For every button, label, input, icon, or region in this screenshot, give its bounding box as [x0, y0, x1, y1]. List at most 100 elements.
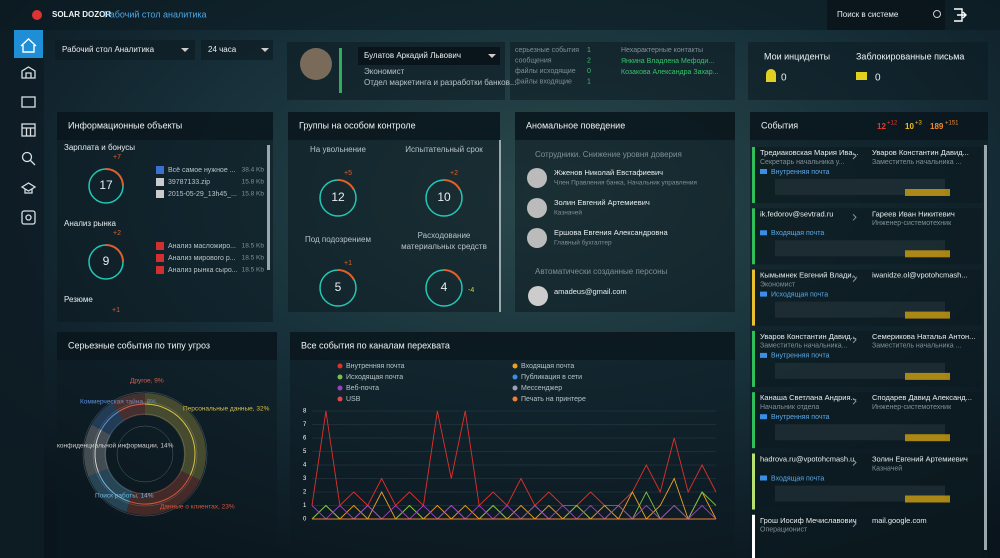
event-from: Уваров Константин Давид... [760, 332, 857, 341]
desktop-select[interactable] [55, 40, 195, 60]
channel-icon [760, 352, 767, 358]
event-channel: Исходящая почта [771, 291, 828, 298]
group-delta: +2 [450, 170, 458, 177]
event-counter: 189 [930, 122, 944, 131]
panel-header [57, 332, 277, 360]
nav-calendar-icon[interactable] [21, 123, 36, 137]
delta-arc [337, 269, 355, 281]
persona-avatar [528, 286, 548, 306]
avatar [300, 48, 332, 80]
file-name: Анализ мирового р... [168, 255, 236, 262]
event-arrow [852, 152, 857, 160]
pie-label: Поиск работы, 14% [95, 492, 154, 500]
pie-segment-edge [100, 411, 119, 431]
channel-icon [760, 230, 767, 236]
pie-segment-edge [98, 472, 130, 503]
delta-arc [337, 179, 355, 191]
pie-ring-guide [104, 413, 186, 495]
incidents-value: 0 [781, 73, 787, 84]
employee-role: Казначей [554, 209, 582, 217]
profile-position: Экономист [364, 67, 405, 76]
employee-photo [527, 168, 547, 188]
brand: SOLAR DOZOR [52, 10, 111, 19]
persona-email: amadeus@gmail.com [554, 287, 627, 296]
event-preview [775, 424, 945, 441]
event-from-role: Экономист [760, 281, 796, 288]
event-from-role: Операционист [760, 527, 808, 534]
file-icon [156, 266, 164, 274]
blocked-value: 0 [875, 73, 881, 84]
event-card[interactable] [752, 514, 982, 558]
stat-label: файлы исходящие [515, 67, 576, 75]
panel-title: Группы на особом контроле [299, 120, 416, 130]
stat-value: 2 [587, 57, 591, 64]
channel-icon [760, 169, 767, 174]
event-from: Канаша Светлана Андрия... [760, 393, 857, 402]
panel [288, 112, 500, 312]
group-name: Резюме [64, 295, 93, 304]
period-select[interactable] [201, 40, 273, 60]
file-size: 18.5 Kb [242, 267, 265, 274]
event-channel: Внутренняя почта [771, 169, 830, 176]
panel-header [288, 112, 500, 140]
nav-home-icon[interactable] [20, 38, 37, 53]
contact: Янкина Владлена Мефоди... [621, 58, 714, 65]
nav-search-icon[interactable] [21, 151, 33, 163]
nav-settings-icon[interactable] [21, 210, 36, 225]
pie-segment-edge [129, 475, 191, 505]
event-counter: 10 [905, 122, 914, 131]
pie-ring-guide [82, 391, 208, 517]
file-icon [156, 178, 164, 186]
period-select-text: 24 часа [208, 45, 237, 54]
employee-role: Член Правления банка, Начальник управлен… [554, 179, 697, 187]
logout-icon[interactable] [954, 8, 967, 22]
file-size: 38.4 Kb [242, 167, 265, 174]
nav-org-icon[interactable] [21, 66, 36, 79]
incidents-label: Мои инциденты [764, 51, 830, 61]
file-name: Всё самое нужное ... [168, 167, 236, 174]
group-count: 5 [335, 280, 342, 294]
event-to: mail.google.com [872, 516, 927, 525]
delta-arc [443, 179, 461, 191]
event-to-role: Инженер-системотехник [872, 404, 952, 411]
employee-name: Ершова Евгения Александровна [554, 228, 669, 237]
event-arrow [852, 275, 857, 282]
panel [748, 42, 988, 100]
y-tick-label: 7 [303, 422, 307, 428]
event-arrow [852, 397, 857, 405]
panel-header [750, 112, 988, 140]
search-icon[interactable] [933, 10, 941, 18]
event-preview [775, 179, 945, 195]
group-delta: +2 [113, 230, 121, 237]
pie-label: Коммерческая тайна, 8% [80, 398, 156, 406]
nav-search-handle [29, 159, 36, 166]
file-size: 15.8 Kb [242, 179, 265, 186]
nav-users-icon[interactable] [20, 182, 37, 194]
legend-label: Публикация в сети [521, 373, 582, 381]
y-tick-label: 0 [303, 517, 307, 523]
event-status-bar [752, 269, 755, 326]
event-from: Кымымнек Евгений Влади... [760, 271, 858, 280]
legend-label: Внутренняя почта [346, 363, 405, 370]
event-to: Гареев Иван Никитевич [872, 209, 955, 218]
employees-title: Сотрудники. Снижение уровня доверия [535, 150, 682, 159]
nav-active[interactable] [14, 30, 43, 58]
sidebar [0, 30, 44, 558]
legend-marker [512, 374, 518, 380]
pie-ring-guide [116, 425, 174, 483]
event-channel: Внутренняя почта [771, 353, 830, 360]
event-status-bar [752, 453, 755, 510]
dropdown-arrow [261, 48, 269, 52]
search-box[interactable] [827, 0, 945, 30]
y-tick-label: 1 [303, 503, 307, 509]
legend-label: Входящая почта [521, 363, 574, 370]
nav-card-icon[interactable] [21, 96, 36, 108]
event-to: Уваров Константин Давид... [872, 148, 969, 157]
event-to: iwanidze.ol@vpotohcmash... [872, 271, 968, 280]
desktop-select-text: Рабочий стол Аналитика [62, 45, 155, 54]
mail-icon [856, 72, 867, 80]
profile-select[interactable] [358, 47, 500, 65]
legend-marker [337, 385, 343, 391]
channel-icon [760, 475, 767, 481]
y-tick-label: 5 [303, 449, 307, 455]
